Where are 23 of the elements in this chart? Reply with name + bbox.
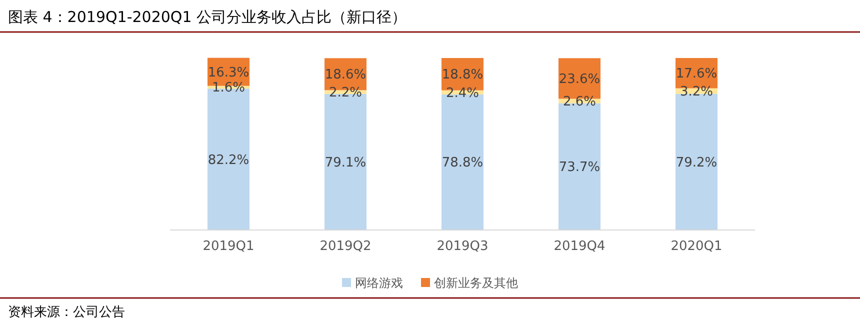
x-tick-label: 2020Q1: [670, 239, 722, 254]
data-label: 3.2%: [680, 84, 714, 100]
x-tick-label: 2019Q3: [436, 239, 488, 254]
data-label: 2.2%: [328, 86, 362, 101]
data-label: 73.7%: [558, 160, 600, 176]
data-label: 78.8%: [442, 156, 484, 171]
data-label: 18.6%: [324, 68, 366, 83]
chart-title: 图表 4：2019Q1-2020Q1 公司分业务收入占比（新口径）: [8, 8, 407, 26]
data-label: 17.6%: [676, 66, 718, 82]
data-label: 2.6%: [562, 94, 596, 110]
data-label: 79.2%: [676, 155, 718, 170]
legend-label: 网络游戏: [355, 276, 403, 290]
data-label: 18.8%: [442, 68, 484, 83]
legend-label: 创新业务及其他: [434, 276, 518, 290]
x-tick-label: 2019Q1: [202, 239, 254, 254]
x-tick-label: 2019Q4: [554, 239, 606, 254]
data-label: 16.3%: [208, 65, 250, 80]
data-label: 2.4%: [446, 86, 480, 101]
text: 资料来源：公司公告: [8, 305, 125, 320]
data-label: 23.6%: [558, 72, 600, 87]
x-tick-label: 2019Q2: [320, 239, 372, 254]
data-label: 82.2%: [208, 152, 250, 168]
data-label: 79.1%: [324, 155, 366, 170]
